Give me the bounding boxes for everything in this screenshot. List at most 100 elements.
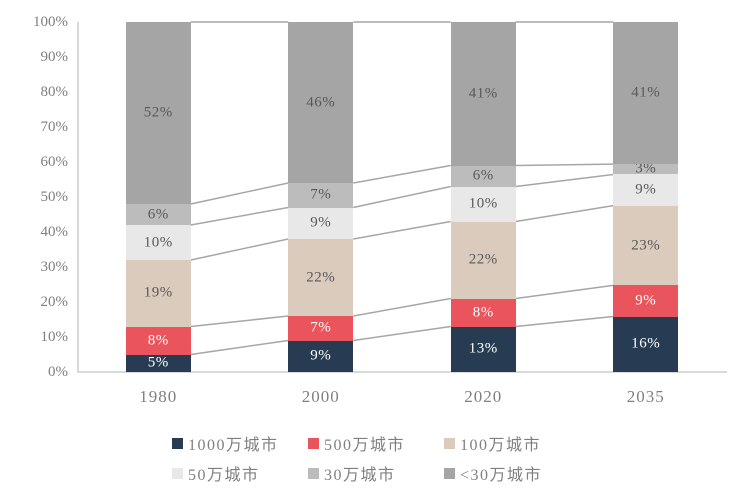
legend-item-series5: <30万城市	[444, 461, 580, 485]
legend-marker-icon	[308, 467, 319, 479]
segment-data-label: 52%	[143, 104, 173, 121]
legend-item-series1: 500万城市	[308, 431, 444, 455]
connector-line-series4	[353, 164, 451, 184]
legend-label: 30万城市	[324, 467, 396, 484]
y-tick-label: 40%	[40, 224, 69, 240]
x-tick-label: 2020	[464, 387, 503, 406]
y-tick-label: 10%	[40, 329, 69, 345]
segment-data-label: 23%	[631, 237, 661, 253]
bar-segment-2020-series2: 22%	[450, 221, 516, 299]
connector-line-series4	[190, 182, 289, 205]
legend-marker-icon	[308, 437, 319, 449]
connector-line-series3	[190, 206, 289, 226]
segment-data-label: 16%	[631, 335, 661, 352]
segment-data-label: 7%	[310, 186, 332, 203]
connector-line-series2	[190, 238, 289, 261]
bar-segment-2035-series2: 23%	[613, 205, 679, 286]
segment-data-label: 19%	[143, 284, 173, 301]
bar-segment-2000-series5: 46%	[288, 22, 354, 183]
plot-area: 0% 10% 20% 30% 40% 50% 60% 70% 80% 90% 100% 5% 8% 19…	[33, 14, 727, 406]
legend-label: 50万城市	[188, 467, 260, 484]
segment-data-label: 41%	[468, 85, 498, 102]
legend-marker-icon	[172, 467, 183, 479]
connector-line-series1	[515, 284, 614, 300]
connector-line-series0	[353, 325, 451, 342]
connector-line-series2	[353, 220, 451, 240]
x-tick-label: 2035	[626, 387, 665, 406]
bar-segment-1980-series5: 52%	[125, 22, 191, 204]
bar-segment-2020-series4: 6%	[450, 165, 516, 187]
legend-marker-icon	[172, 437, 183, 449]
bar-segment-1980-series1: 8%	[125, 326, 191, 355]
connector-line-series1	[190, 315, 289, 328]
connector-line-series2	[515, 204, 614, 223]
bar-segment-1980-series3: 10%	[125, 225, 191, 260]
bar-segment-1980-series4: 6%	[125, 204, 191, 225]
bar-segment-2000-series1: 7%	[288, 316, 354, 341]
segment-data-label: 22%	[468, 251, 498, 268]
bar-segment-1980-series0: 5%	[125, 354, 191, 372]
connector-line-series3	[515, 173, 614, 188]
legend-label: <30万城市	[460, 467, 543, 484]
y-tick-label: 50%	[40, 189, 69, 205]
bar-segment-2000-series4: 7%	[288, 183, 354, 208]
bar-segment-2035-series0: 16%	[613, 316, 679, 372]
legend-item-series3: 50万城市	[172, 461, 308, 485]
y-tick-label: 20%	[40, 294, 69, 310]
bar-segment-2035-series4: 3%	[613, 161, 679, 177]
connector-line-series0	[190, 339, 289, 356]
y-tick-label: 70%	[40, 119, 69, 135]
segment-data-label: 13%	[468, 340, 498, 357]
bar-segment-2020-series3: 10%	[450, 186, 516, 222]
legend-marker-icon	[444, 437, 455, 449]
bar-segment-2000-series0: 9%	[288, 340, 354, 372]
segment-data-label: 5%	[147, 354, 169, 371]
legend-item-series4: 30万城市	[308, 461, 444, 485]
segment-data-label: 9%	[310, 214, 332, 231]
bar-segment-2020-series0: 13%	[450, 326, 516, 372]
segment-data-label: 9%	[310, 347, 332, 364]
segment-data-label: 8%	[472, 304, 494, 320]
connector-line-series4	[515, 163, 614, 167]
segment-data-label: 7%	[310, 319, 332, 336]
bar-segment-2035-series1: 9%	[613, 285, 679, 317]
bar-segment-2000-series3: 9%	[288, 207, 354, 239]
y-tick-label: 100%	[33, 14, 68, 30]
segment-data-label: 22%	[306, 269, 336, 285]
series-connector-lines	[190, 21, 614, 356]
y-tick-label: 0%	[48, 364, 68, 380]
connector-line-series0	[515, 315, 614, 328]
x-tick-label: 2000	[301, 387, 340, 406]
connector-line-series3	[353, 185, 451, 209]
bar-segment-2035-series5: 41%	[613, 22, 679, 165]
segment-data-label: 6%	[472, 167, 494, 184]
bar-segment-2035-series3: 9%	[613, 174, 679, 206]
legend-item-series0: 1000万城市	[172, 431, 308, 455]
chart-legend: 1000万城市 500万城市 100万城市 50万城市 30万城市 <30万城市	[172, 428, 580, 488]
legend-label: 100万城市	[460, 437, 542, 454]
y-tick-label: 30%	[40, 259, 69, 275]
segment-data-label: 8%	[147, 332, 169, 348]
y-axis-line	[77, 22, 79, 373]
y-tick-label: 90%	[40, 49, 69, 65]
bar-segment-2000-series2: 22%	[288, 239, 354, 316]
x-tick-label: 1980	[139, 387, 178, 406]
y-tick-label: 60%	[40, 154, 69, 170]
segment-data-label: 41%	[631, 84, 661, 101]
bar-segment-2020-series5: 41%	[450, 22, 516, 166]
x-axis-line	[77, 371, 727, 373]
y-tick-label: 80%	[40, 84, 69, 100]
legend-marker-icon	[444, 467, 455, 479]
legend-item-series2: 100万城市	[444, 431, 580, 455]
connector-line-series1	[353, 297, 451, 317]
segment-data-label: 9%	[635, 292, 657, 309]
segment-data-label: 10%	[143, 234, 173, 250]
segment-data-label: 9%	[635, 181, 657, 198]
legend-label: 500万城市	[324, 437, 406, 454]
legend-label: 1000万城市	[188, 437, 279, 454]
bar-segment-1980-series2: 19%	[125, 260, 191, 327]
segment-data-label: 6%	[147, 206, 169, 222]
segment-data-label: 46%	[306, 94, 336, 110]
segment-data-label: 10%	[468, 195, 498, 212]
